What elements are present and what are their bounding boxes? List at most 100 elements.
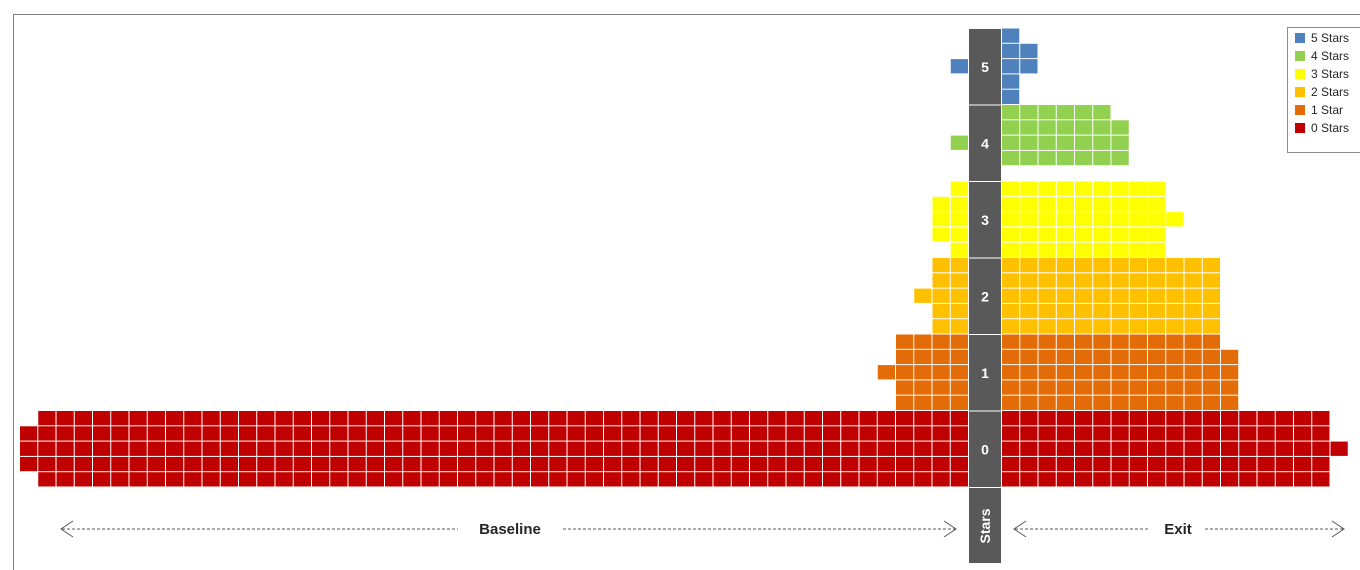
exit-cell-1-stars bbox=[1075, 349, 1093, 365]
baseline-cell-0-stars bbox=[312, 426, 330, 441]
exit-cell-1-stars bbox=[1202, 395, 1220, 410]
exit-cell-2-stars bbox=[1184, 273, 1202, 288]
baseline-cell-0-stars bbox=[622, 472, 640, 487]
exit-cell-0-stars bbox=[1020, 441, 1038, 456]
baseline-cell-0-stars bbox=[859, 441, 877, 456]
baseline-cell-0-stars bbox=[494, 441, 512, 456]
exit-cell-4-stars bbox=[1038, 120, 1056, 135]
exit-cell-1-stars bbox=[1038, 349, 1056, 365]
exit-cell-1-stars bbox=[1002, 349, 1020, 365]
baseline-cell-0-stars bbox=[166, 456, 184, 472]
exit-cell-0-stars bbox=[1221, 441, 1239, 456]
baseline-cell-0-stars bbox=[914, 456, 932, 472]
baseline-cell-0-stars bbox=[293, 426, 311, 441]
baseline-cell-0-stars bbox=[950, 426, 968, 441]
exit-cell-0-stars bbox=[1148, 472, 1166, 487]
baseline-cell-0-stars bbox=[658, 426, 676, 441]
exit-cell-0-stars bbox=[1184, 441, 1202, 456]
baseline-cell-0-stars bbox=[366, 472, 384, 487]
exit-cell-0-stars bbox=[1239, 472, 1257, 487]
baseline-cell-0-stars bbox=[786, 411, 804, 426]
exit-cell-0-stars bbox=[1020, 456, 1038, 472]
exit-cell-0-stars bbox=[1002, 472, 1020, 487]
baseline-cell-1-stars bbox=[877, 365, 895, 380]
baseline-cell-0-stars bbox=[531, 472, 549, 487]
exit-label: Exit bbox=[1164, 521, 1192, 538]
baseline-cell-0-stars bbox=[385, 472, 403, 487]
exit-cell-0-stars bbox=[1257, 472, 1275, 487]
exit-cell-0-stars bbox=[1056, 411, 1074, 426]
legend-swatch bbox=[1295, 68, 1305, 79]
exit-cell-0-stars bbox=[1221, 426, 1239, 441]
baseline-cell-0-stars bbox=[111, 456, 129, 472]
baseline-cell-0-stars bbox=[74, 426, 92, 441]
exit-cell-2-stars bbox=[1148, 258, 1166, 273]
exit-cell-2-stars bbox=[1184, 319, 1202, 334]
exit-cell-1-stars bbox=[1148, 334, 1166, 349]
exit-cell-3-stars bbox=[1148, 181, 1166, 196]
baseline-cell-0-stars bbox=[366, 411, 384, 426]
baseline-cell-0-stars bbox=[731, 456, 749, 472]
exit-cell-1-stars bbox=[1148, 365, 1166, 380]
exit-cell-1-stars bbox=[1184, 395, 1202, 410]
baseline-cell-0-stars bbox=[604, 456, 622, 472]
baseline-cell-3-stars bbox=[950, 227, 968, 242]
exit-cell-0-stars bbox=[1294, 411, 1312, 426]
baseline-cell-0-stars bbox=[677, 426, 695, 441]
baseline-cell-0-stars bbox=[531, 441, 549, 456]
baseline-cell-0-stars bbox=[841, 426, 859, 441]
category-label-5: 5 bbox=[981, 59, 989, 75]
exit-cell-4-stars bbox=[1111, 150, 1129, 166]
exit-cell-2-stars bbox=[1166, 258, 1184, 273]
baseline-cell-0-stars bbox=[823, 456, 841, 472]
exit-cell-1-stars bbox=[1129, 334, 1147, 349]
exit-cell-2-stars bbox=[1202, 273, 1220, 288]
exit-cell-0-stars bbox=[1166, 411, 1184, 426]
exit-cell-0-stars bbox=[1148, 456, 1166, 472]
baseline-cell-0-stars bbox=[768, 456, 786, 472]
exit-cell-1-stars bbox=[1038, 380, 1056, 395]
exit-cell-3-stars bbox=[1111, 227, 1129, 242]
baseline-cell-0-stars bbox=[713, 472, 731, 487]
baseline-cell-0-stars bbox=[403, 426, 421, 441]
legend-label: 1 Star bbox=[1311, 102, 1344, 117]
baseline-cell-0-stars bbox=[512, 441, 530, 456]
baseline-cell-0-stars bbox=[20, 441, 38, 456]
baseline-cell-0-stars bbox=[914, 472, 932, 487]
exit-cell-0-stars bbox=[1020, 472, 1038, 487]
baseline-cell-0-stars bbox=[804, 441, 822, 456]
exit-cell-0-stars bbox=[1294, 456, 1312, 472]
baseline-cell-0-stars bbox=[166, 411, 184, 426]
exit-cell-1-stars bbox=[1166, 334, 1184, 349]
baseline-cell-0-stars bbox=[239, 426, 257, 441]
baseline-cell-0-stars bbox=[804, 456, 822, 472]
exit-cell-4-stars bbox=[1038, 135, 1056, 150]
exit-cell-2-stars bbox=[1056, 288, 1074, 303]
baseline-cell-0-stars bbox=[531, 426, 549, 441]
exit-cell-2-stars bbox=[1166, 303, 1184, 319]
baseline-cell-0-stars bbox=[220, 441, 238, 456]
baseline-cell-0-stars bbox=[293, 411, 311, 426]
legend-label: 4 Stars bbox=[1311, 48, 1350, 63]
baseline-cell-0-stars bbox=[823, 426, 841, 441]
baseline-cell-0-stars bbox=[658, 441, 676, 456]
exit-cell-0-stars bbox=[1056, 472, 1074, 487]
category-axis: 0 1 2 3 4 5 Stars bbox=[969, 28, 1001, 563]
legend-item-1-star: 1 Star bbox=[1295, 101, 1343, 118]
exit-cell-2-stars bbox=[1093, 258, 1111, 273]
baseline-cell-0-stars bbox=[914, 411, 932, 426]
baseline-cell-2-stars bbox=[932, 273, 950, 288]
exit-cell-0-stars bbox=[1111, 441, 1129, 456]
exit-cell-1-stars bbox=[1093, 395, 1111, 410]
baseline-cell-1-stars bbox=[932, 395, 950, 410]
baseline-cell-0-stars bbox=[439, 441, 457, 456]
baseline-cell-3-stars bbox=[950, 196, 968, 212]
baseline-cell-1-stars bbox=[950, 380, 968, 395]
exit-cell-2-stars bbox=[1075, 319, 1093, 334]
baseline-cell-0-stars bbox=[293, 456, 311, 472]
baseline-cell-1-stars bbox=[950, 365, 968, 380]
baseline-cell-0-stars bbox=[111, 426, 129, 441]
baseline-cell-0-stars bbox=[494, 456, 512, 472]
exit-cell-0-stars bbox=[1184, 472, 1202, 487]
baseline-cell-0-stars bbox=[403, 456, 421, 472]
